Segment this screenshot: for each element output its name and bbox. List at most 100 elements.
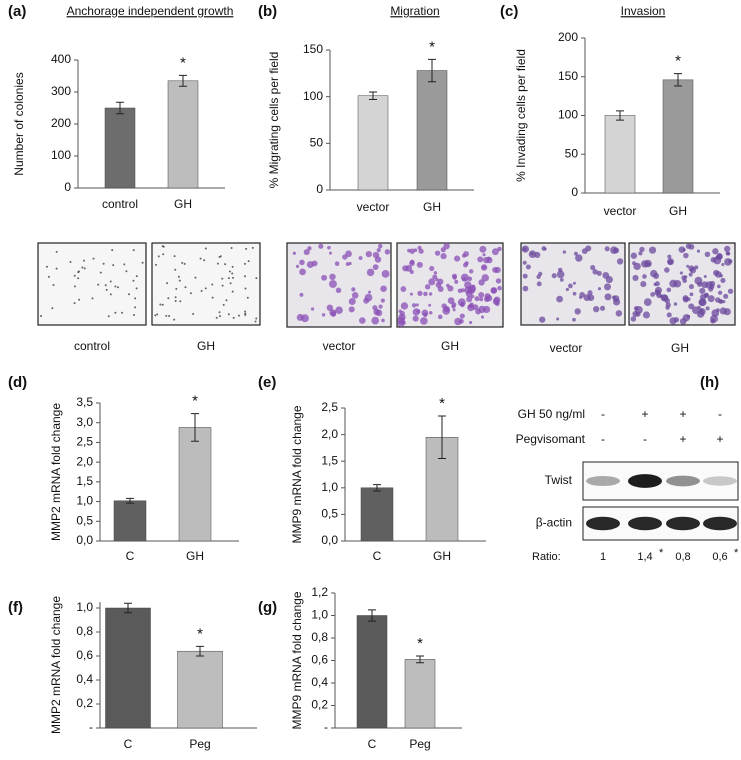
y-tick-label: 1,0 xyxy=(321,480,338,494)
band xyxy=(586,516,620,531)
x-tick-label: Peg xyxy=(189,737,210,751)
y-tick-label: 100 xyxy=(51,148,71,162)
cell xyxy=(409,248,415,254)
cell xyxy=(174,296,177,299)
cell xyxy=(481,274,489,282)
error-bar xyxy=(124,602,132,614)
cell xyxy=(405,265,413,272)
cell xyxy=(251,246,254,249)
cell xyxy=(73,285,76,288)
ratio-mark: * xyxy=(734,547,739,559)
cell xyxy=(168,315,171,318)
cell xyxy=(667,254,672,259)
cell xyxy=(433,271,438,275)
y-tick-label: 0,8 xyxy=(311,630,328,644)
cell xyxy=(296,313,304,321)
cell xyxy=(457,298,466,307)
cell xyxy=(723,293,729,299)
cell xyxy=(321,274,328,281)
y-tick-label: 0,0 xyxy=(321,533,338,547)
cell xyxy=(432,274,438,280)
cell xyxy=(648,246,657,254)
y-tick-label: 2,0 xyxy=(76,454,93,468)
cell xyxy=(227,313,230,316)
bar xyxy=(167,80,199,189)
cell xyxy=(295,264,300,269)
cell xyxy=(413,248,418,252)
cell xyxy=(572,317,576,322)
x-tick-label: GH xyxy=(186,549,204,563)
cell xyxy=(328,280,337,288)
cell xyxy=(81,266,84,269)
error-bar xyxy=(438,415,446,460)
cell xyxy=(215,316,218,319)
cell xyxy=(711,309,720,317)
cell xyxy=(688,272,693,277)
cell xyxy=(335,306,343,314)
y-tick-label: 0,2 xyxy=(76,696,93,710)
y-axis-label: % Migrating cells per field xyxy=(267,52,281,189)
cell xyxy=(593,306,600,313)
cell xyxy=(365,251,373,258)
cell xyxy=(562,250,567,254)
cell xyxy=(303,249,310,256)
cell xyxy=(159,303,162,306)
cell xyxy=(78,298,81,301)
band xyxy=(703,516,737,531)
cell xyxy=(696,249,701,253)
cell xyxy=(381,318,385,323)
cell xyxy=(656,292,662,299)
cell xyxy=(183,262,186,265)
cell xyxy=(497,285,502,291)
cell xyxy=(380,285,387,293)
cell xyxy=(189,292,192,295)
y-tick-label: 3,0 xyxy=(76,415,93,429)
y-tick-label: 2,5 xyxy=(76,435,93,449)
cell xyxy=(530,252,534,256)
cell xyxy=(307,246,312,251)
y-axis-label: MMP9 mRNA fold change xyxy=(290,405,304,543)
cell xyxy=(493,296,501,304)
cell xyxy=(218,315,221,318)
cell xyxy=(132,249,135,252)
cell xyxy=(485,294,493,302)
cell xyxy=(55,267,58,270)
cell xyxy=(224,263,227,266)
cell xyxy=(181,261,184,264)
cell xyxy=(581,248,588,254)
cell xyxy=(377,243,383,249)
cell xyxy=(575,254,583,262)
significance-mark: * xyxy=(180,54,186,71)
y-tick-label: 0,8 xyxy=(76,624,93,638)
cell xyxy=(698,298,707,307)
significance-mark: * xyxy=(192,393,198,410)
cell xyxy=(135,287,138,290)
cell xyxy=(710,257,717,263)
cell xyxy=(724,245,731,253)
cell xyxy=(667,258,675,266)
cell xyxy=(330,311,337,317)
band xyxy=(628,516,662,531)
cell xyxy=(162,245,165,248)
panel-label: (h) xyxy=(700,374,719,391)
cell xyxy=(409,260,415,267)
cell xyxy=(682,278,687,284)
cell xyxy=(359,317,366,324)
cell xyxy=(678,246,686,253)
cell xyxy=(434,250,441,256)
x-tick-label: C xyxy=(368,737,377,751)
ratio-value: 1 xyxy=(600,551,606,563)
bar xyxy=(105,607,151,729)
micrograph xyxy=(37,242,147,326)
cell xyxy=(204,247,207,250)
cell xyxy=(522,260,527,265)
cell xyxy=(334,261,340,266)
x-tick-label: GH xyxy=(174,197,192,211)
y-tick-label: 300 xyxy=(51,84,71,98)
cell xyxy=(91,297,94,300)
cell xyxy=(465,290,473,298)
cell xyxy=(411,303,417,308)
cell xyxy=(467,276,473,282)
cell xyxy=(321,313,326,317)
y-tick-label: 3,5 xyxy=(76,395,93,409)
